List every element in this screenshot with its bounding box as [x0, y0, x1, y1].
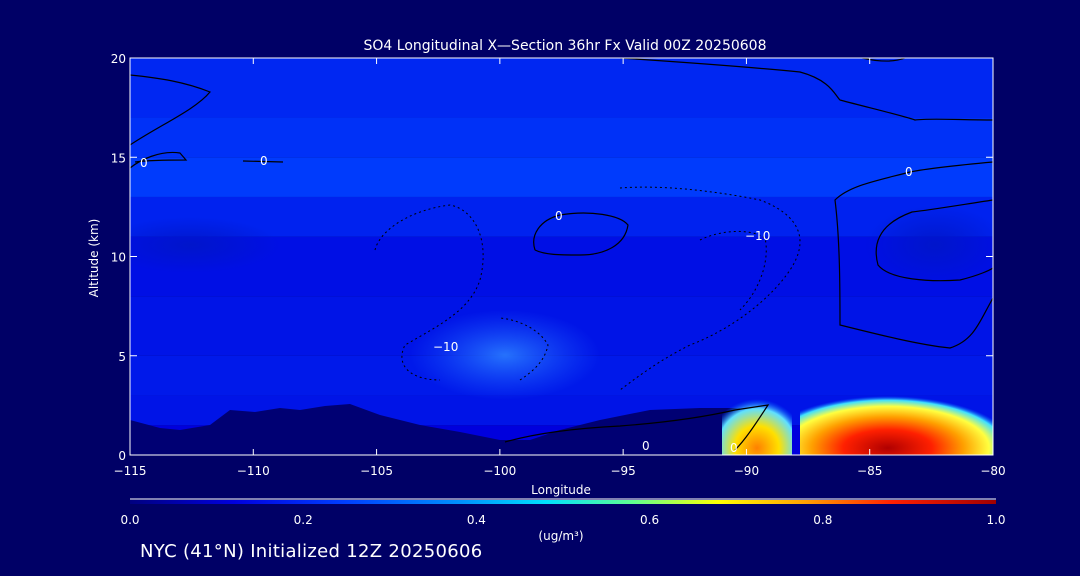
contour-left-15km	[130, 151, 188, 169]
x-tick-label: −115	[114, 464, 147, 478]
x-tick-label: −100	[483, 464, 516, 478]
colorbar-tick-label: 1.0	[986, 513, 1005, 527]
contour-top-notch	[861, 58, 906, 62]
colorbar-tick-label: 0.4	[467, 513, 486, 527]
colorbar-ticks: 0.0 0.2 0.4 0.6 0.8 1.0	[120, 513, 1005, 527]
contour-mid-12km	[533, 212, 629, 256]
upper-left-dark-region	[130, 217, 280, 273]
dotted-contour-left	[374, 204, 484, 381]
dotted-contour-lower	[499, 317, 549, 381]
upper-right-dark-region	[865, 205, 993, 285]
contour-label: −10	[433, 340, 458, 354]
y-axis-label: Altitude (km)	[87, 219, 101, 298]
contour-label: 0	[260, 154, 268, 168]
contour-small-15km	[242, 160, 284, 163]
y-tick-label: 0	[118, 449, 126, 463]
contour-right-inner	[875, 199, 993, 282]
plume-west	[722, 385, 792, 455]
terrain	[130, 404, 740, 455]
contour-label: 0	[730, 441, 738, 455]
concentration-layer	[130, 58, 993, 118]
contour-top-right	[619, 58, 993, 121]
y-tick-label: 10	[111, 251, 126, 265]
contour-labels: 0 0 0 0 −10 −10 0 0	[140, 154, 913, 455]
contour-label: 0	[555, 209, 563, 223]
x-tick-label: −85	[857, 464, 882, 478]
x-tick-label: −105	[360, 464, 393, 478]
initialization-footer: NYC (41°N) Initialized 12Z 20250606	[140, 541, 483, 562]
colorbar-tick-label: 0.0	[120, 513, 139, 527]
contour-label: 0	[642, 439, 650, 453]
x-tick-label: −95	[610, 464, 635, 478]
concentration-layer	[130, 117, 993, 158]
concentration-layer	[130, 196, 993, 237]
colorbar: 0.0 0.2 0.4 0.6 0.8 1.0 (ug/m³)	[120, 498, 1006, 543]
colorbar-label: (ug/m³)	[538, 529, 583, 543]
contour-right-15km	[834, 161, 993, 349]
colorbar-tick-label: 0.8	[813, 513, 832, 527]
x-tick-label: −110	[237, 464, 270, 478]
contour-upper-left	[130, 74, 211, 146]
contour-label: 0	[140, 156, 148, 170]
x-tick-label: −90	[734, 464, 759, 478]
colorbar-tick-label: 0.6	[640, 513, 659, 527]
plume-east	[800, 380, 993, 455]
contours	[130, 58, 993, 451]
x-axis: −115 −110 −105 −100 −95 −90 −85 −80	[114, 58, 1006, 478]
x-tick-label: −80	[980, 464, 1005, 478]
y-tick-label: 15	[111, 151, 126, 165]
colorbar-gradient	[130, 500, 996, 504]
y-tick-label: 5	[118, 350, 126, 364]
colorbar-tick-label: 0.2	[294, 513, 313, 527]
x-axis-label: Longitude	[531, 483, 591, 497]
contour-label: −10	[745, 229, 770, 243]
y-axis: 0 5 10 15 20	[111, 52, 993, 463]
chart-title: SO4 Longitudinal X—Section 36hr Fx Valid…	[364, 38, 767, 54]
mid-altitude-blob	[410, 310, 600, 400]
dotted-contours	[374, 186, 801, 391]
contour-label: 0	[905, 165, 913, 179]
dotted-contour-mid	[619, 186, 801, 391]
field-features	[130, 205, 993, 455]
contour-lower	[504, 404, 770, 451]
y-tick-label: 20	[111, 52, 126, 66]
